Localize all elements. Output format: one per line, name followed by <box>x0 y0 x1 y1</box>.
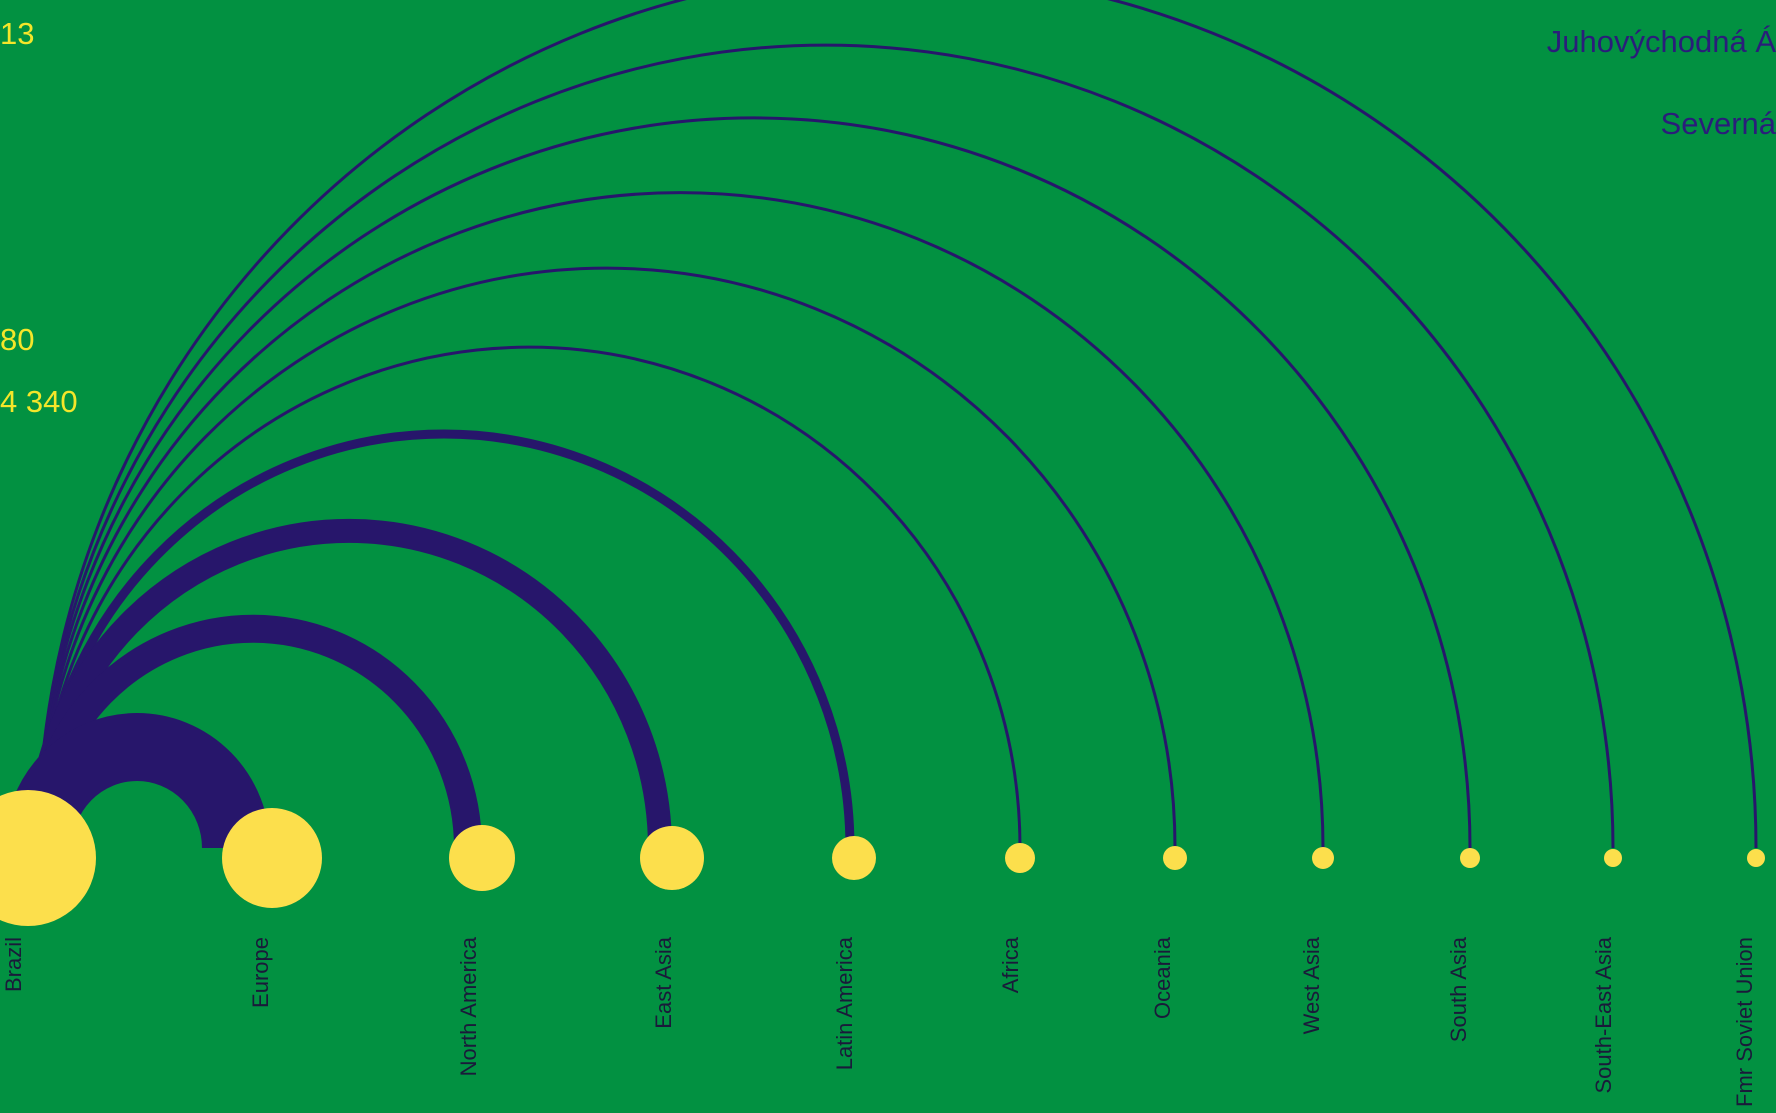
arc-brazil-to-fmr-soviet-union <box>36 0 1758 849</box>
arc-brazil-to-africa <box>36 345 1022 849</box>
node-west-asia[interactable] <box>1312 847 1334 869</box>
label-europe: Europe <box>248 937 273 1008</box>
label-latin-america: Latin America <box>832 936 857 1070</box>
label-south-asia: South Asia <box>1446 936 1471 1042</box>
label-north-america: North America <box>456 936 481 1076</box>
arc-brazil-to-west-asia <box>36 191 1325 849</box>
label-west-asia: West Asia <box>1299 936 1324 1034</box>
node-africa[interactable] <box>1005 843 1035 873</box>
node-latin-america[interactable] <box>832 836 876 880</box>
label-fmr-soviet-union: Fmr Soviet Union <box>1732 937 1757 1107</box>
left-fragment-2: 80 <box>0 322 35 357</box>
arc-brazil-to-latin-america <box>33 429 855 849</box>
node-east-asia[interactable] <box>640 826 704 890</box>
node-europe[interactable] <box>222 808 322 908</box>
right-fragment-2: Severná <box>1660 106 1776 141</box>
left-fragment-3: 4 340 <box>0 384 78 419</box>
label-south-east-asia: South-East Asia <box>1591 936 1616 1093</box>
arc-brazil-to-east-asia <box>26 518 672 849</box>
flow-arcs <box>4 0 1758 850</box>
region-nodes <box>0 790 1765 926</box>
right-fragment-1: Juhovýchodná Á <box>1546 24 1776 59</box>
node-south-east-asia[interactable] <box>1604 849 1622 867</box>
arc-brazil-to-south-east-asia <box>36 43 1615 849</box>
node-brazil[interactable] <box>0 790 96 926</box>
label-east-asia: East Asia <box>651 936 676 1028</box>
label-oceania: Oceania <box>1150 936 1175 1019</box>
arc-brazil-to-south-asia <box>36 116 1472 849</box>
arc-brazil-to-oceania <box>36 266 1177 849</box>
node-north-america[interactable] <box>449 825 515 891</box>
label-brazil: Brazil <box>1 937 26 992</box>
region-labels: Brazil Europe North America East Asia Latin … <box>1 936 1757 1107</box>
node-oceania[interactable] <box>1163 846 1187 870</box>
node-south-asia[interactable] <box>1460 848 1480 868</box>
left-fragment-1: 13 <box>0 16 35 51</box>
node-fmr-soviet-union[interactable] <box>1747 849 1765 867</box>
label-africa: Africa <box>998 936 1023 993</box>
